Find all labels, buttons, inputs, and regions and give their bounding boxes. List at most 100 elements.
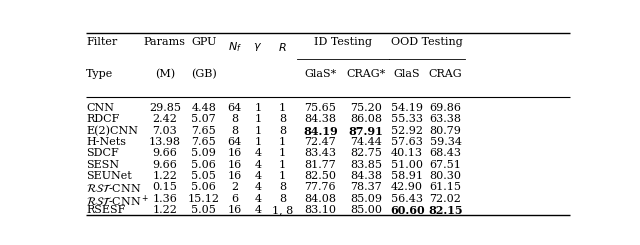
Text: 1: 1: [279, 148, 286, 158]
Text: CNN: CNN: [86, 103, 114, 113]
Text: 15.12: 15.12: [188, 194, 220, 204]
Text: 67.51: 67.51: [429, 159, 461, 170]
Text: 52.92: 52.92: [391, 126, 423, 136]
Text: 1, 8: 1, 8: [272, 205, 293, 215]
Text: 51.00: 51.00: [391, 159, 423, 170]
Text: 4: 4: [254, 194, 261, 204]
Text: E(2)CNN: E(2)CNN: [86, 126, 138, 136]
Text: 69.86: 69.86: [429, 103, 461, 113]
Text: 1: 1: [254, 103, 261, 113]
Text: 83.10: 83.10: [304, 205, 336, 215]
Text: 1: 1: [254, 126, 261, 136]
Text: OOD Testing: OOD Testing: [391, 37, 463, 47]
Text: 64: 64: [228, 103, 242, 113]
Text: 54.19: 54.19: [391, 103, 423, 113]
Text: 84.38: 84.38: [304, 114, 336, 124]
Text: $R$: $R$: [278, 41, 287, 53]
Text: 85.09: 85.09: [350, 194, 382, 204]
Text: 4: 4: [254, 171, 261, 181]
Text: 8: 8: [231, 126, 238, 136]
Text: 8: 8: [279, 114, 286, 124]
Text: Type: Type: [86, 69, 113, 79]
Text: 4: 4: [254, 148, 261, 158]
Text: 1.36: 1.36: [152, 194, 177, 204]
Text: 42.90: 42.90: [391, 182, 423, 192]
Text: 16: 16: [228, 171, 242, 181]
Text: $\mathcal{R}\mathcal{S}\mathcal{T}$-CNN$^+$: $\mathcal{R}\mathcal{S}\mathcal{T}$-CNN$…: [86, 194, 149, 209]
Text: 68.43: 68.43: [429, 148, 461, 158]
Text: 55.33: 55.33: [391, 114, 423, 124]
Text: 9.66: 9.66: [152, 148, 177, 158]
Text: 4: 4: [254, 182, 261, 192]
Text: 82.75: 82.75: [350, 148, 382, 158]
Text: 58.91: 58.91: [391, 171, 423, 181]
Text: 82.50: 82.50: [304, 171, 336, 181]
Text: 64: 64: [228, 137, 242, 147]
Text: 40.13: 40.13: [391, 148, 423, 158]
Text: 72.47: 72.47: [305, 137, 336, 147]
Text: GlaS*: GlaS*: [304, 69, 337, 79]
Text: GPU: GPU: [191, 37, 216, 47]
Text: (GB): (GB): [191, 69, 216, 79]
Text: 84.08: 84.08: [304, 194, 336, 204]
Text: H-Nets: H-Nets: [86, 137, 126, 147]
Text: 61.15: 61.15: [429, 182, 461, 192]
Text: 9.66: 9.66: [152, 159, 177, 170]
Text: 2.42: 2.42: [152, 114, 177, 124]
Text: SESN: SESN: [86, 159, 119, 170]
Text: 7.65: 7.65: [191, 126, 216, 136]
Text: 81.77: 81.77: [305, 159, 336, 170]
Text: 5.05: 5.05: [191, 205, 216, 215]
Text: $N_f$: $N_f$: [228, 40, 242, 54]
Text: 84.38: 84.38: [350, 171, 382, 181]
Text: 84.19: 84.19: [303, 126, 338, 137]
Text: 8: 8: [231, 114, 238, 124]
Text: 8: 8: [279, 182, 286, 192]
Text: 5.06: 5.06: [191, 159, 216, 170]
Text: 4: 4: [254, 205, 261, 215]
Text: GlaS: GlaS: [394, 69, 420, 79]
Text: 75.65: 75.65: [305, 103, 336, 113]
Text: 57.63: 57.63: [391, 137, 423, 147]
Text: 1.22: 1.22: [152, 205, 177, 215]
Text: 1: 1: [279, 137, 286, 147]
Text: 7.65: 7.65: [191, 137, 216, 147]
Text: 83.85: 83.85: [350, 159, 382, 170]
Text: 80.79: 80.79: [429, 126, 461, 136]
Text: CRAG: CRAG: [429, 69, 462, 79]
Text: 85.00: 85.00: [350, 205, 382, 215]
Text: 5.06: 5.06: [191, 182, 216, 192]
Text: 56.43: 56.43: [391, 194, 423, 204]
Text: 5.09: 5.09: [191, 148, 216, 158]
Text: 1: 1: [254, 114, 261, 124]
Text: 60.60: 60.60: [390, 205, 424, 216]
Text: 8: 8: [279, 126, 286, 136]
Text: (M): (M): [155, 69, 175, 79]
Text: Filter: Filter: [86, 37, 117, 47]
Text: 2: 2: [231, 182, 238, 192]
Text: SDCF: SDCF: [86, 148, 118, 158]
Text: 6: 6: [231, 194, 238, 204]
Text: 78.37: 78.37: [350, 182, 382, 192]
Text: RDCF: RDCF: [86, 114, 119, 124]
Text: 16: 16: [228, 159, 242, 170]
Text: 29.85: 29.85: [149, 103, 181, 113]
Text: 1: 1: [279, 171, 286, 181]
Text: 86.08: 86.08: [350, 114, 382, 124]
Text: 13.98: 13.98: [149, 137, 181, 147]
Text: 59.34: 59.34: [429, 137, 461, 147]
Text: 1: 1: [254, 137, 261, 147]
Text: 83.43: 83.43: [304, 148, 336, 158]
Text: 1: 1: [279, 103, 286, 113]
Text: 72.02: 72.02: [429, 194, 461, 204]
Text: 63.38: 63.38: [429, 114, 461, 124]
Text: 0.15: 0.15: [152, 182, 177, 192]
Text: Params: Params: [144, 37, 186, 47]
Text: RSESF: RSESF: [86, 205, 125, 215]
Text: 5.05: 5.05: [191, 171, 216, 181]
Text: 75.20: 75.20: [350, 103, 382, 113]
Text: 8: 8: [279, 194, 286, 204]
Text: CRAG*: CRAG*: [347, 69, 386, 79]
Text: 77.76: 77.76: [305, 182, 336, 192]
Text: SEUNet: SEUNet: [86, 171, 132, 181]
